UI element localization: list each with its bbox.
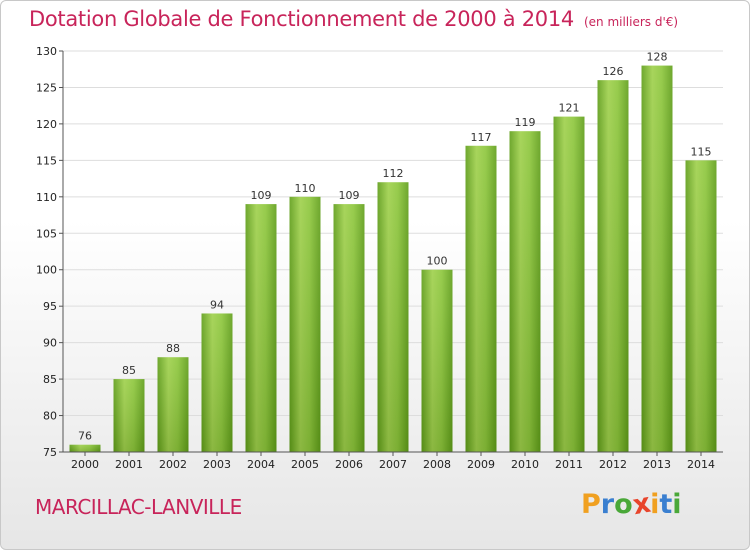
bar-shade-2006 [333,204,365,452]
bar-shade-2004 [245,204,277,452]
data-label-2003: 94 [210,298,224,311]
x-tick-label-2001: 2001 [115,458,143,471]
data-labels: 76 85 88 94 109 110 109 112 100 117 119 121 126 128 11… [78,51,712,443]
data-label-2004: 109 [251,189,272,202]
data-label-2001: 85 [122,364,136,377]
chart-title-text: Dotation Globale de Fonctionnement de 20… [29,7,574,31]
x-tick-label-2013: 2013 [643,458,671,471]
data-label-2010: 119 [515,116,536,129]
x-tick-label-2008: 2008 [423,458,451,471]
data-label-2006: 109 [339,189,360,202]
proxiti-logo: Proxiti [581,488,682,522]
y-tick-label: 105 [36,227,57,240]
logo-letter: i [650,489,660,520]
y-tick-label: 110 [36,191,57,204]
y-tick-label: 90 [43,337,57,350]
bar-shade-2010 [509,131,541,452]
bar-shade-2002 [157,357,189,452]
y-tick-label: 115 [36,154,57,167]
bar-shade-2007 [377,182,409,452]
data-label-2000: 76 [78,430,92,443]
x-tick-label-2000: 2000 [71,458,99,471]
bars [69,65,717,453]
data-label-2007: 112 [383,167,404,180]
x-tick-label-2007: 2007 [379,458,407,471]
x-tick-label-2006: 2006 [335,458,363,471]
chart-title: Dotation Globale de Fonctionnement de 20… [29,7,678,31]
data-label-2005: 110 [295,182,316,195]
logo-letter: r [600,489,615,520]
y-tick-label: 100 [36,264,57,277]
bar-shade-2005 [289,196,321,452]
data-label-2009: 117 [471,131,492,144]
data-label-2008: 100 [427,255,448,268]
logo-letter: o [614,489,633,520]
y-tick-label: 95 [43,300,57,313]
y-tick-label: 75 [43,446,57,459]
logo-letter: t [659,489,673,520]
x-tick-label-2010: 2010 [511,458,539,471]
x-tick-label-2009: 2009 [467,458,495,471]
data-label-2002: 88 [166,342,180,355]
data-label-2013: 128 [647,51,668,64]
y-tick-label: 125 [36,81,57,94]
x-tick-label-2003: 2003 [203,458,231,471]
bar-shade-2011 [553,116,585,453]
bar-shade-2000 [69,444,101,452]
x-tick-label-2002: 2002 [159,458,187,471]
logo-letter: P [581,489,601,520]
chart-subtitle: (en milliers d'€) [583,15,679,29]
x-tick-label-2012: 2012 [599,458,627,471]
bar-shade-2012 [597,80,629,452]
data-label-2011: 121 [559,102,580,115]
bar-shade-2003 [201,313,233,452]
bar-shade-2001 [113,379,145,452]
y-tick-labels: 75 80 85 90 95 100 105 110 115 120 125 130 [36,45,57,459]
x-tick-labels: 2000 2001 2002 2003 2004 2005 2006 2007 2008 2009… [71,452,715,471]
data-label-2012: 126 [603,65,624,78]
commune-name: MARCILLAC-LANVILLE [35,495,242,519]
y-tick-label: 80 [43,410,57,423]
x-tick-label-2005: 2005 [291,458,319,471]
bar-shade-2009 [465,145,497,453]
bar-shade-2014 [685,160,717,452]
y-tick-label: 130 [36,45,57,58]
y-tick-label: 85 [43,373,57,386]
y-tick-label: 120 [36,118,57,131]
bar-shade-2013 [641,65,673,452]
x-tick-label-2004: 2004 [247,458,275,471]
data-label-2014: 115 [691,145,712,158]
x-tick-label-2014: 2014 [687,458,715,471]
x-tick-label-2011: 2011 [555,458,583,471]
logo-letter: i [672,489,682,520]
bar-shade-2008 [421,269,453,452]
